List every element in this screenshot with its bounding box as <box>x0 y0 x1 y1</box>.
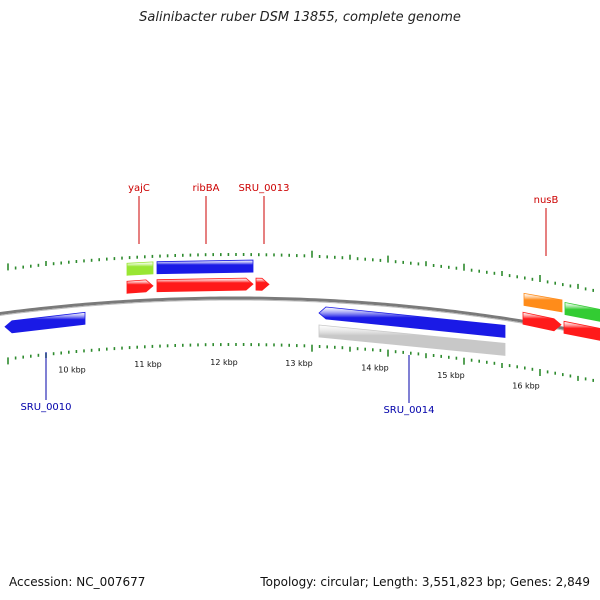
genome-summary: Topology: circular; Length: 3,551,823 bp… <box>260 575 590 589</box>
gene-label: SRU_0014 <box>383 405 434 416</box>
gene-label: nusB <box>534 195 559 206</box>
scale-label: 10 kbp <box>58 365 86 374</box>
scale-label: 14 kbp <box>361 364 389 373</box>
map-title: Salinibacter ruber DSM 13855, complete g… <box>139 10 461 25</box>
scale-label: 15 kbp <box>437 371 465 380</box>
gene-arrow-red <box>156 277 254 293</box>
gene-bar-ribBA <box>156 259 254 275</box>
gene-label: yajC <box>128 183 150 194</box>
scale-label: 13 kbp <box>285 359 313 368</box>
gene-bar-gray <box>318 324 506 356</box>
gene-label: SRU_0013 <box>238 183 289 194</box>
backbone-shadow <box>0 299 600 338</box>
gene-bar-right <box>564 302 600 322</box>
scale-label: 11 kbp <box>134 360 162 369</box>
gene-arrow-SRU_0010 <box>4 311 86 334</box>
accession-text: Accession: NC_007677 <box>9 575 146 589</box>
gene-bar-yajC <box>126 261 154 276</box>
gene-arrow-red <box>563 320 600 341</box>
gene-arrow-red <box>126 279 154 294</box>
gene-arrow-red <box>255 277 270 291</box>
backbone <box>0 296 600 337</box>
gene-arrow-SRU_0014 <box>318 306 506 338</box>
scale-label: 12 kbp <box>210 358 238 367</box>
scale-label: 16 kbp <box>512 382 540 391</box>
gene-bar-nusB <box>523 292 563 313</box>
gene-label: SRU_0010 <box>20 402 71 413</box>
gene-arrow-red <box>522 311 562 332</box>
gene-label: ribBA <box>193 183 220 194</box>
